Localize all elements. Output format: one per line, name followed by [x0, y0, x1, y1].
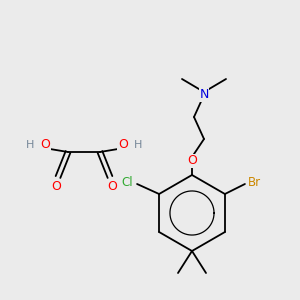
Text: Cl: Cl	[121, 176, 133, 190]
Text: N: N	[199, 88, 209, 101]
Text: H: H	[134, 140, 142, 150]
Text: O: O	[40, 139, 50, 152]
Text: O: O	[107, 181, 117, 194]
Text: Br: Br	[248, 176, 262, 190]
Text: O: O	[51, 181, 61, 194]
Text: O: O	[118, 139, 128, 152]
Text: H: H	[26, 140, 34, 150]
Text: O: O	[187, 154, 197, 167]
